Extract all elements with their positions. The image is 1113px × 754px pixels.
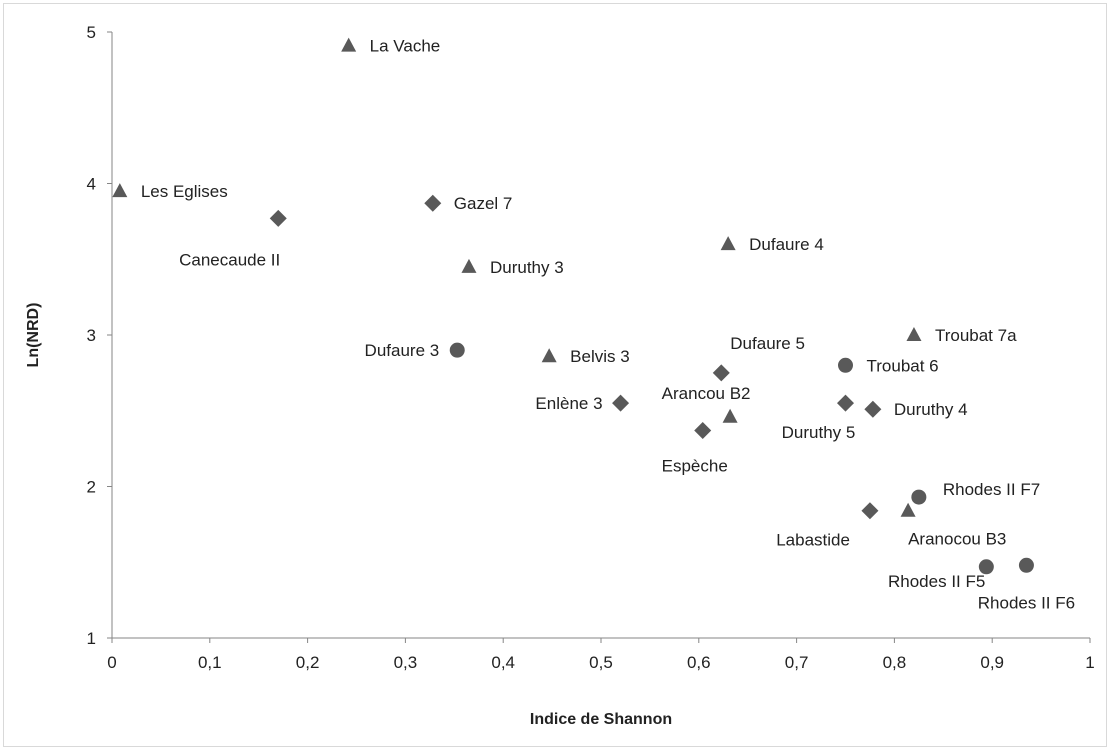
marker-enl-ne-3	[612, 394, 630, 412]
point-label: Espèche	[662, 456, 728, 475]
marker-rhodes-ii-f6	[1018, 557, 1034, 573]
point-label: Dufaure 3	[365, 341, 440, 360]
point-label: Rhodes II F7	[943, 480, 1040, 499]
x-tick-label: 1	[1085, 653, 1094, 672]
marker-belvis-3	[541, 348, 557, 363]
x-tick-label: 0,5	[589, 653, 613, 672]
point-label: Canecaude II	[179, 250, 280, 269]
point-label: Enlène 3	[535, 394, 602, 413]
point-label: Dufaure 4	[749, 235, 824, 254]
point-label: Duruthy 5	[782, 423, 856, 442]
point-label: Gazel 7	[454, 194, 513, 213]
x-tick-label: 0,1	[198, 653, 222, 672]
marker-aranocou-b3	[900, 502, 916, 517]
tick-labels: 0 0,1 0,2 0,3 0,4 0,5 0,6 0,7 0,8 0,9 1 1 2 3 4 5	[87, 23, 1095, 672]
y-tick-label: 4	[87, 175, 96, 194]
x-tick-label: 0,6	[687, 653, 711, 672]
marker-dufaure-5	[712, 364, 730, 382]
x-tick-label: 0,2	[296, 653, 320, 672]
x-tick-label: 0,8	[883, 653, 907, 672]
point-label: Dufaure 5	[730, 334, 805, 353]
point-label: Aranocou B3	[908, 530, 1006, 549]
marker-dufaure-4	[720, 236, 736, 251]
marker-duruthy-4	[864, 400, 882, 418]
marker-gazel-7	[424, 194, 442, 212]
point-label: La Vache	[370, 37, 441, 56]
data-points	[112, 37, 1034, 575]
marker-labastide	[861, 502, 879, 520]
marker-troubat-6	[838, 357, 853, 373]
marker-rhodes-ii-f7	[911, 489, 927, 505]
y-tick-label: 5	[87, 23, 96, 42]
point-label: Labastide	[776, 531, 850, 550]
marker-duruthy-5	[837, 394, 854, 412]
point-label: Belvis 3	[570, 347, 630, 366]
marker-troubat-7a	[906, 327, 922, 341]
point-label: Troubat 6	[867, 356, 939, 375]
point-label: Duruthy 3	[490, 258, 564, 277]
x-tick-label: 0,3	[394, 653, 418, 672]
marker-dufaure-3	[449, 342, 465, 358]
point-label: Rhodes II F5	[888, 572, 985, 591]
point-label: Duruthy 4	[894, 400, 968, 419]
marker-esp-che	[694, 421, 712, 439]
x-tick-label: 0,9	[980, 653, 1004, 672]
point-label: Troubat 7a	[935, 326, 1017, 345]
x-tick-label: 0	[107, 653, 116, 672]
y-tick-label: 2	[87, 478, 96, 497]
y-axis-title: Ln(NRD)	[25, 303, 42, 368]
point-label: Arancou B2	[662, 384, 751, 403]
marker-duruthy-3	[461, 258, 477, 273]
point-label: Les Eglises	[141, 182, 228, 201]
marker-arancou-b2	[722, 408, 738, 423]
point-label: Rhodes II F6	[978, 593, 1075, 612]
y-tick-label: 1	[87, 629, 96, 648]
point-labels: La Vache Les Eglises Canecaude II Gazel 7 Du…	[141, 37, 1075, 613]
chart-frame	[3, 3, 1107, 747]
marker-canecaude-ii	[269, 209, 287, 227]
marker-la-vache	[341, 37, 357, 52]
y-tick-label: 3	[87, 326, 96, 345]
marker-rhodes-ii-f5	[978, 559, 994, 575]
x-tick-label: 0,4	[491, 653, 515, 672]
x-axis-title: Indice de Shannon	[530, 711, 672, 728]
x-tick-label: 0,7	[785, 653, 809, 672]
marker-les-eglises	[112, 183, 128, 198]
axes	[107, 31, 1091, 643]
